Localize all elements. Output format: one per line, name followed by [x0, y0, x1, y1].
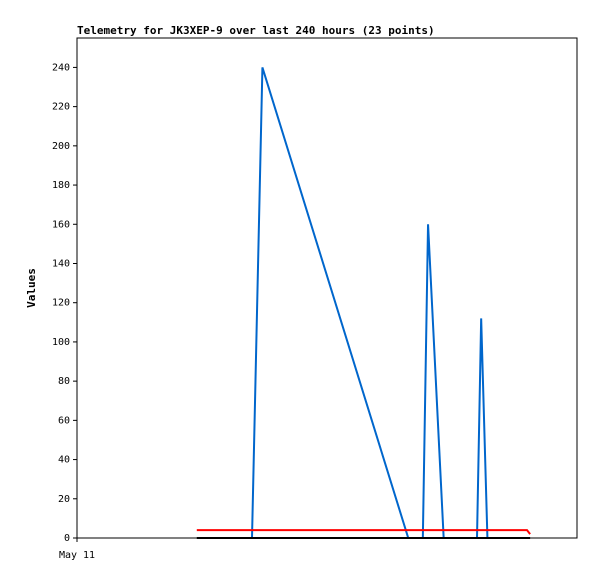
series-line — [196, 529, 531, 535]
y-tick-label: 180 — [52, 180, 70, 191]
y-tick-label: 140 — [52, 258, 70, 269]
y-tick-label: 0 — [64, 533, 70, 544]
y-tick-label: 200 — [52, 141, 70, 152]
y-tick-label: 20 — [58, 494, 70, 505]
y-tick-label: 40 — [58, 455, 70, 466]
y-tick-label: 80 — [58, 376, 70, 387]
series-line — [251, 67, 489, 539]
y-axis-label: Values — [25, 268, 38, 308]
y-tick-label: 60 — [58, 415, 70, 426]
y-tick-label: 220 — [52, 102, 70, 113]
y-tick-label: 100 — [52, 337, 70, 348]
y-tick-label: 120 — [52, 298, 70, 309]
chart-title: Telemetry for JK3XEP-9 over last 240 hou… — [77, 24, 435, 37]
y-tick-label: 160 — [52, 219, 70, 230]
x-tick-label: May 11 — [59, 550, 95, 561]
y-tick-label: 240 — [52, 62, 70, 73]
